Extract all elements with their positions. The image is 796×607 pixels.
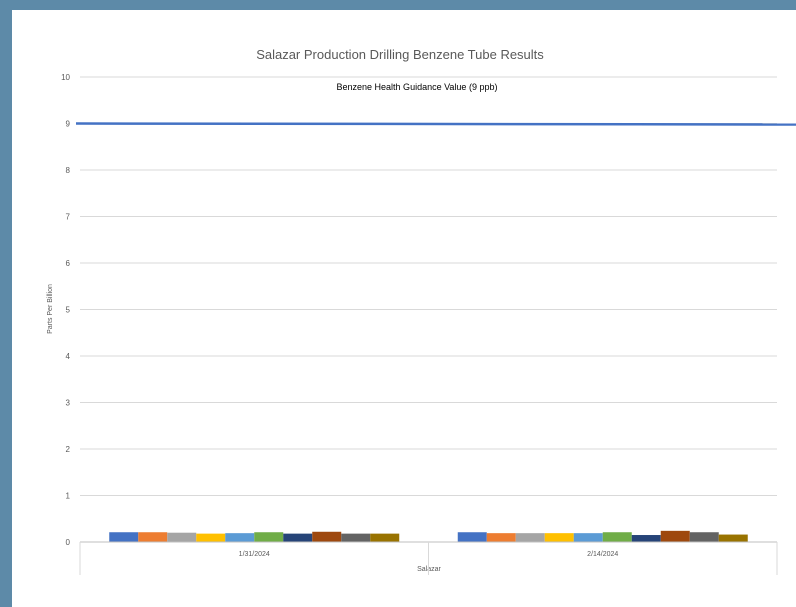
bar [109,532,139,542]
bars [109,530,748,542]
chart-title: Salazar Production Drilling Benzene Tube… [256,47,544,62]
bar [457,532,487,542]
bar [341,533,371,542]
bar [138,532,168,542]
y-tick-label-10: 10 [61,73,70,82]
bar [225,533,255,542]
y-axis-ticks: 0 1 2 3 4 5 6 7 8 9 10 [61,73,70,547]
x-tick-label: 1/31/2024 [239,551,270,558]
y-tick-label-8: 8 [66,166,71,175]
x-tick-label: 2/14/2024 [587,551,618,558]
y-tick-label-6: 6 [66,259,71,268]
y-tick-label-9: 9 [66,120,71,129]
bar [283,533,313,542]
y-tick-label-3: 3 [66,399,71,408]
reference-line [75,122,796,126]
x-axis-label: Salazar [417,566,441,573]
chart: Salazar Production Drilling Benzene Tube… [47,47,796,575]
y-tick-label-2: 2 [66,445,71,454]
bar [196,533,226,542]
bar [167,532,197,542]
y-axis-label: Parts Per Billion [47,284,54,334]
bar [602,532,632,542]
bar [631,535,661,542]
bar [718,534,748,542]
chart-frame: Salazar Production Drilling Benzene Tube… [12,10,796,607]
gridlines [80,76,777,543]
bar [486,533,516,542]
bar [573,533,603,542]
bar [254,532,284,542]
bar [689,532,719,542]
bar [312,531,342,542]
reference-line-label: Benzene Health Guidance Value (9 ppb) [337,82,498,92]
y-tick-label-5: 5 [66,306,71,315]
y-tick-label-0: 0 [66,538,71,547]
y-tick-label-4: 4 [66,352,71,361]
y-tick-label-1: 1 [66,492,71,501]
bar [515,533,545,542]
bar [660,530,690,542]
bar [370,533,400,542]
reference-line-group: Benzene Health Guidance Value (9 ppb) [75,82,796,126]
x-axis: 1/31/2024 2/14/2024 [79,541,778,575]
y-tick-label-7: 7 [66,213,71,222]
bar [544,533,574,542]
